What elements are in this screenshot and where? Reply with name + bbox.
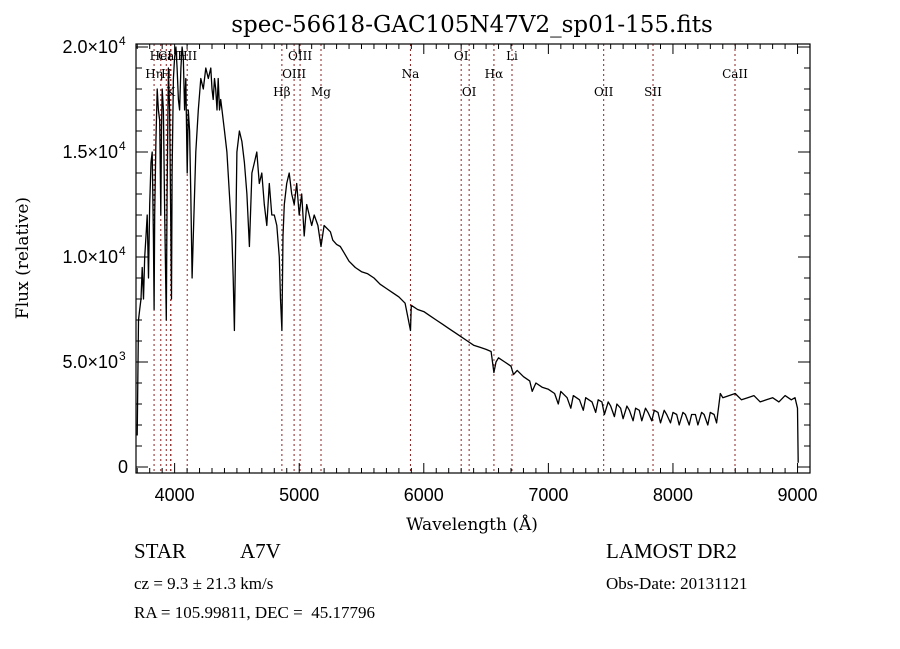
spectral-line-label: CaII (158, 49, 184, 63)
spectral-line-label: Hη (145, 67, 163, 81)
survey-name: LAMOST DR2 (606, 539, 737, 563)
spectral-line-label: Li (506, 49, 518, 63)
y-tick-label: 5.0×10 (62, 352, 118, 372)
spectral-line-label: Hβ (273, 85, 290, 99)
y-tick-label: 0 (118, 457, 128, 477)
x-tick-label: 9000 (778, 485, 818, 505)
flux-line (136, 46, 799, 463)
spectral-line-label: SII (644, 85, 662, 99)
y-tick-exponent: 4 (119, 244, 126, 258)
x-axis: 4000 5000 6000 7000 8000 9000 (136, 44, 818, 505)
y-axis-label: Flux (relative) (13, 197, 33, 319)
spectral-line-label: OIII (282, 67, 306, 81)
spectral-line-label: HII (177, 49, 197, 63)
y-tick-label: 1.5×10 (62, 142, 118, 162)
spectral-line-label: Hα (485, 67, 504, 81)
spectral-line-label: Na (402, 67, 420, 81)
spectral-line-label: OIII (288, 49, 312, 63)
y-tick-label: 2.0×10 (62, 37, 118, 57)
x-tick-label: 5000 (279, 485, 319, 505)
obs-date: Obs-Date: 20131121 (606, 574, 748, 593)
spectral-line-label: OI (454, 49, 469, 63)
chart-title: spec-56618-GAC105N47V2_sp01-155.fits (231, 12, 713, 38)
spectral-line-label: H (161, 67, 171, 81)
x-tick-label: 4000 (155, 485, 195, 505)
y-tick-label: 1.0×10 (62, 247, 118, 267)
redshift-text: cz = 9.3 ± 21.3 km/s (134, 574, 274, 593)
x-axis-label: Wavelength (Å) (406, 514, 538, 535)
object-class: STAR (134, 539, 186, 563)
y-tick-exponent: 3 (119, 349, 126, 363)
spectral-line-label: K (166, 85, 176, 99)
object-subclass: A7V (240, 539, 281, 563)
y-tick-exponent: 4 (119, 139, 126, 153)
plot-frame (135, 43, 811, 474)
y-axis: 05.0×10 31.0×10 41.5×10 42.0×10 4 (62, 34, 810, 477)
coordinates-text: RA = 105.99811, DEC = 45.17796 (134, 603, 375, 622)
spectral-line-label: OII (594, 85, 614, 99)
x-tick-label: 7000 (528, 485, 568, 505)
flux-series (136, 46, 799, 463)
spectral-line-label: CaII (722, 67, 748, 81)
y-tick-exponent: 4 (119, 34, 126, 48)
x-tick-label: 8000 (653, 485, 693, 505)
spectral-line-label: OI (462, 85, 477, 99)
x-tick-label: 6000 (404, 485, 444, 505)
spectral-line-label: Mg (311, 85, 331, 99)
plot-border (135, 43, 811, 474)
